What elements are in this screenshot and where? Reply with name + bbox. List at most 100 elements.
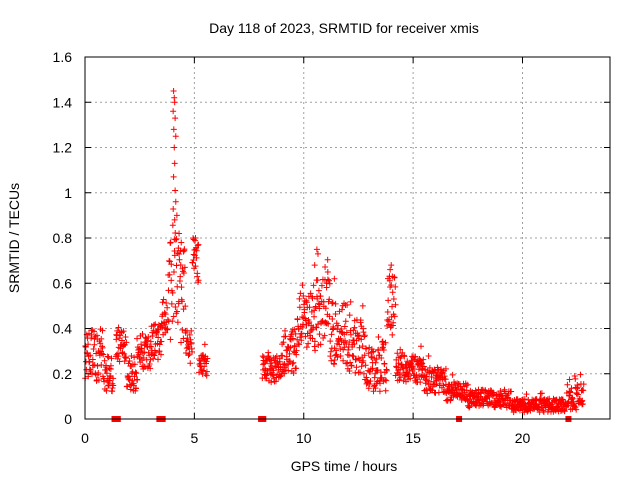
data-point (358, 336, 365, 343)
data-point (190, 251, 197, 258)
y-axis-label: SRMTID / TECUs (6, 183, 22, 293)
data-point (390, 296, 397, 303)
data-point (328, 357, 335, 364)
data-point-spike (171, 160, 178, 167)
data-point (374, 367, 381, 374)
data-point (131, 354, 138, 361)
data-point (301, 309, 308, 316)
data-point (464, 381, 471, 388)
data-point (415, 366, 422, 373)
data-point (362, 362, 369, 369)
data-point (195, 277, 202, 284)
data-point (573, 390, 580, 397)
data-point (577, 371, 584, 378)
data-point (442, 376, 449, 383)
data-point (134, 335, 141, 342)
data-point (203, 368, 210, 375)
data-point (377, 380, 384, 387)
data-point (164, 304, 171, 311)
data-point-spike (172, 115, 179, 122)
data-point (282, 333, 289, 340)
data-point (268, 379, 275, 386)
data-point (419, 360, 426, 367)
data-point (367, 378, 374, 385)
data-point-spike (170, 108, 177, 115)
data-point (326, 296, 333, 303)
data-point (343, 329, 350, 336)
data-point (303, 344, 310, 351)
data-point (146, 360, 153, 367)
data-point (466, 403, 473, 410)
data-point (316, 305, 323, 312)
data-point (164, 326, 171, 333)
data-point (290, 359, 297, 366)
data-point (346, 312, 353, 319)
data-point (353, 364, 360, 371)
data-point (140, 363, 147, 370)
data-point (335, 322, 342, 329)
data-point (309, 295, 316, 302)
data-point (523, 391, 530, 398)
data-point (572, 375, 579, 382)
y-tick-label: 0.6 (53, 275, 73, 291)
data-point (265, 353, 272, 360)
data-point (347, 331, 354, 338)
data-point (174, 319, 181, 326)
data-point (316, 331, 323, 338)
y-tick-label: 0.8 (53, 230, 73, 246)
data-point (574, 391, 581, 398)
data-point (311, 313, 318, 320)
data-point-spike (171, 144, 178, 151)
data-point (105, 354, 112, 361)
data-point (351, 340, 358, 347)
data-point (311, 338, 318, 345)
data-point (449, 371, 456, 378)
data-point (89, 356, 96, 363)
data-point (303, 299, 310, 306)
data-point (276, 355, 283, 362)
data-point (343, 360, 350, 367)
data-point (366, 381, 373, 388)
data-point (367, 368, 374, 375)
data-point (87, 352, 94, 359)
data-point (151, 352, 158, 359)
data-point (325, 277, 332, 284)
data-point (422, 366, 429, 373)
x-tick-label: 15 (405, 430, 421, 446)
data-point (360, 357, 367, 364)
data-point (328, 331, 335, 338)
data-point (139, 350, 146, 357)
data-point (201, 341, 208, 348)
data-point (298, 330, 305, 337)
data-point (464, 397, 471, 404)
data-point (392, 301, 399, 308)
data-point (495, 398, 502, 405)
data-point-spike (178, 239, 185, 246)
data-point (331, 361, 338, 368)
data-point (327, 348, 334, 355)
data-point (372, 385, 379, 392)
data-point (193, 254, 200, 261)
data-point (152, 349, 159, 356)
data-point (170, 268, 177, 275)
data-point (155, 334, 162, 341)
data-point (567, 389, 574, 396)
data-point (109, 385, 116, 392)
data-point (564, 381, 571, 388)
data-point (289, 360, 296, 367)
data-point (347, 298, 354, 305)
data-point-spike (172, 187, 179, 194)
data-point-spike (180, 248, 187, 255)
data-point (178, 339, 185, 346)
data-point (296, 341, 303, 348)
data-point (179, 298, 186, 305)
data-point (163, 299, 170, 306)
data-point (101, 357, 108, 364)
data-point (138, 345, 145, 352)
data-point (95, 370, 102, 377)
data-point (185, 352, 192, 359)
data-point (318, 282, 325, 289)
data-point-spike (388, 262, 395, 269)
data-point (314, 321, 321, 328)
data-point-spike (313, 246, 320, 253)
